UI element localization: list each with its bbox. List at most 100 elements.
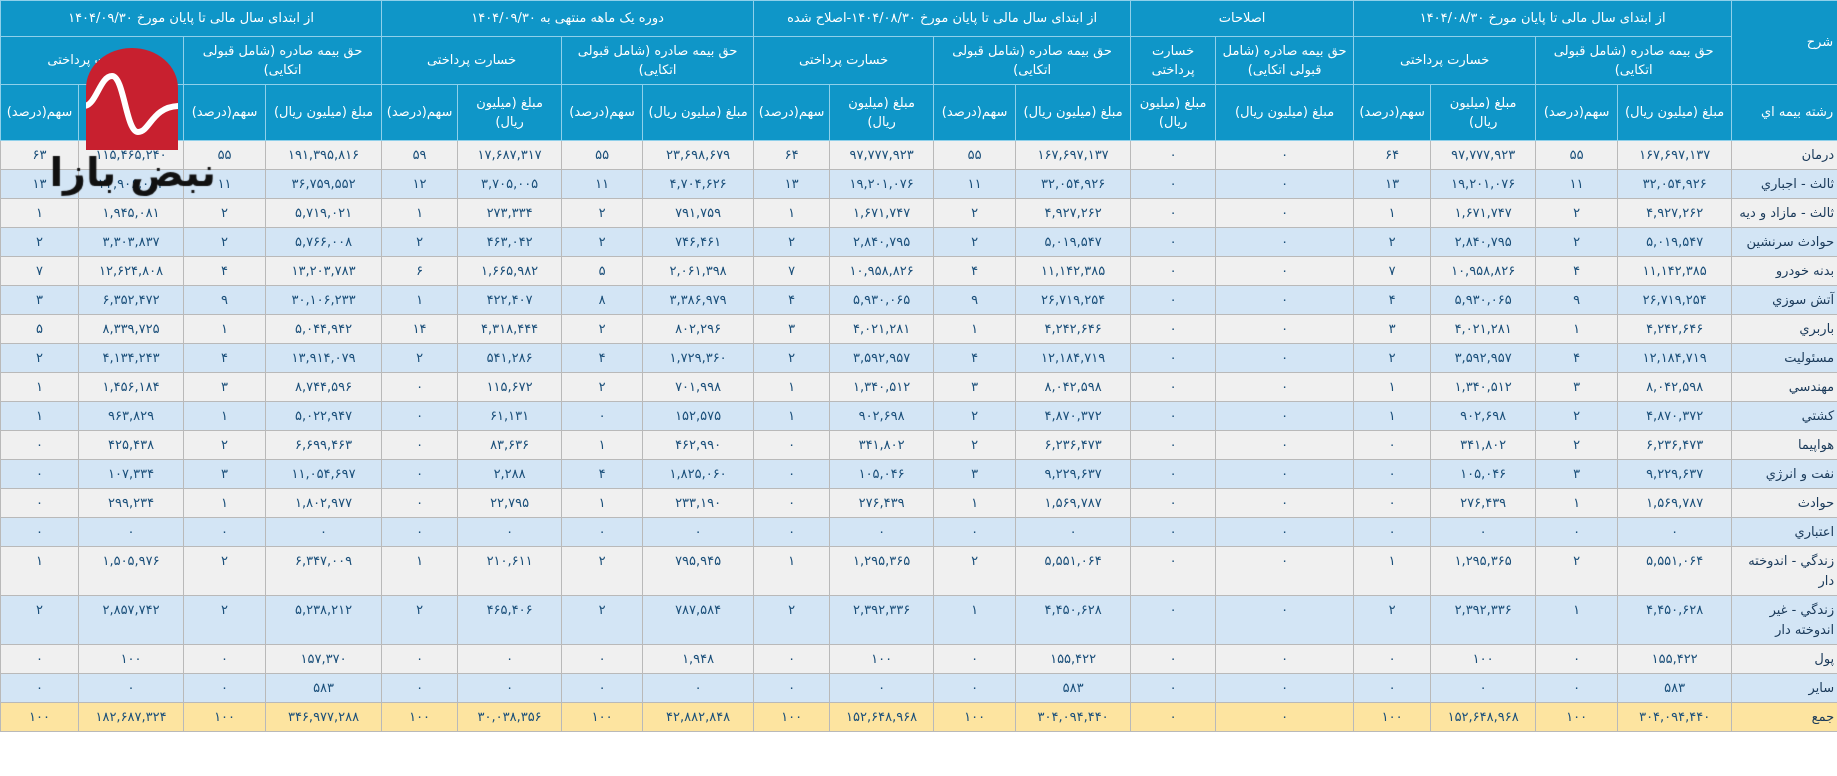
amount-cell: ۸۰۲,۲۹۶ [642,314,755,344]
share-cell: ۵۵ [933,140,1017,170]
amount-cell: ۰ [457,644,563,674]
share-cell: ۲ [381,343,459,373]
amount-cell: ۱۱,۱۴۲,۳۸۵ [1015,256,1132,286]
share-cell: ۱ [1535,488,1619,518]
table-row: باربري ۴,۲۴۲,۶۴۶ ۱ ۴,۰۲۱,۲۸۱ ۳ ۰ ۰ ۴,۲۴۲,۶۴۶ ۱ ۴,… [0,314,1837,344]
amount-column-header: مبلغ (میلیون ریال) [1430,84,1537,141]
amount-cell: ۹۷,۷۷۷,۹۲۳ [1430,140,1537,170]
share-cell: ۱ [1353,546,1432,596]
amount-cell: ۰ [642,673,755,703]
share-cell: ۷ [0,256,80,286]
share-cell: ۰ [183,673,267,703]
share-cell: ۱ [1535,314,1619,344]
amount-cell: ۲۷۶,۴۳۹ [1430,488,1537,518]
amount-cell: ۰ [1130,256,1217,286]
amount-cell: ۰ [1130,198,1217,228]
group-header: از ابتدای سال مالی تا پایان مورخ ۱۴۰۴/۰۹… [0,0,383,37]
share-column-header: سهم(درصد) [381,84,459,141]
amount-cell: ۰ [1215,285,1355,315]
share-cell: ۱۳ [1353,169,1432,199]
amount-cell: ۰ [1130,595,1217,645]
loss-subheader: خسارت پرداختی [1353,36,1537,85]
amount-cell: ۰ [1215,595,1355,645]
amount-cell: ۲۳,۶۹۸,۶۷۹ [642,140,755,170]
amount-cell: ۳۲,۰۵۴,۹۲۶ [1015,169,1132,199]
share-cell: ۲ [1535,430,1619,460]
share-cell: ۹ [933,285,1017,315]
row-label: مهندسي [1731,372,1837,402]
share-cell: ۰ [381,459,459,489]
amount-cell: ۸,۷۴۴,۵۹۶ [265,372,383,402]
share-cell: ۶ [381,256,459,286]
share-cell: ۰ [561,644,644,674]
row-label: حوادث سرنشين [1731,227,1837,257]
amount-cell: ۱۲,۱۸۴,۷۱۹ [1617,343,1733,373]
share-cell: ۱۰۰ [933,702,1017,732]
share-cell: ۰ [0,488,80,518]
share-cell: ۲ [1535,198,1619,228]
share-cell: ۰ [381,430,459,460]
amount-cell: ۵,۰۴۴,۹۴۲ [265,314,383,344]
share-cell: ۱ [1353,198,1432,228]
share-cell: ۴ [933,343,1017,373]
amount-cell: ۲۳۳,۱۹۰ [642,488,755,518]
share-cell: ۰ [933,644,1017,674]
row-label: زندگي - اندوخته دار [1731,546,1837,596]
share-column-header: سهم(درصد) [1535,84,1619,141]
amount-cell: ۵۸۳ [1015,673,1132,703]
amount-cell: ۸,۳۳۹,۷۲۵ [78,314,185,344]
share-cell: ۲ [183,595,267,645]
share-cell: ۱ [1535,595,1619,645]
share-cell: ۲ [561,227,644,257]
amount-cell: ۲,۳۹۲,۳۳۶ [829,595,935,645]
amount-cell: ۱۰,۹۵۸,۸۲۶ [1430,256,1537,286]
loss-subheader: خسارت پرداختی [381,36,563,85]
amount-cell: ۰ [1215,430,1355,460]
premium-subheader: حق بیمه صادره (شامل قبولی اتکایی) [561,36,755,85]
share-cell: ۲ [381,595,459,645]
amount-cell: ۱۲,۱۸۴,۷۱۹ [1015,343,1132,373]
share-cell: ۰ [1353,517,1432,547]
group-header: از ابتدای سال مالی تا پایان مورخ ۱۴۰۴/۰۸… [753,0,1132,37]
amount-cell: ۳۰,۰۳۸,۳۵۶ [457,702,563,732]
amount-cell: ۱,۲۹۵,۳۶۵ [1430,546,1537,596]
share-cell: ۰ [0,430,80,460]
share-cell: ۱ [381,285,459,315]
amount-cell: ۵۸۳ [1617,673,1733,703]
share-cell: ۱ [561,488,644,518]
amount-cell: ۱۹,۲۰۱,۰۷۶ [1430,169,1537,199]
amount-cell: ۱۵۷,۳۷۰ [265,644,383,674]
amount-cell: ۴,۴۵۰,۶۲۸ [1617,595,1733,645]
share-cell: ۱ [933,595,1017,645]
amount-cell: ۷۴۶,۴۶۱ [642,227,755,257]
amount-cell: ۱۵۵,۴۲۲ [1617,644,1733,674]
amount-cell: ۱۳,۲۰۳,۷۸۳ [265,256,383,286]
row-label: مسئوليت [1731,343,1837,373]
share-cell: ۲ [183,227,267,257]
share-cell: ۱۰۰ [1535,702,1619,732]
amount-cell: ۰ [1130,314,1217,344]
amount-cell: ۳,۳۸۶,۹۷۹ [642,285,755,315]
amount-column-header: مبلغ (میلیون ریال) [1215,84,1355,141]
amount-cell: ۷۹۱,۷۵۹ [642,198,755,228]
share-cell: ۷ [753,256,831,286]
row-label: ثالث - اجباري [1731,169,1837,199]
amount-cell: ۱,۸۰۲,۹۷۷ [265,488,383,518]
share-cell: ۲ [1353,343,1432,373]
share-cell: ۹ [183,285,267,315]
share-cell: ۱۰۰ [0,702,80,732]
amount-cell: ۰ [829,517,935,547]
amount-cell: ۰ [1130,140,1217,170]
amount-cell: ۲,۸۴۰,۷۹۵ [829,227,935,257]
share-cell: ۱۳ [0,169,80,199]
amount-cell: ۱,۵۶۹,۷۸۷ [1617,488,1733,518]
row-label: پول [1731,644,1837,674]
amount-cell: ۲۲,۹۰۶,۰۸۱ [78,169,185,199]
share-cell: ۳ [183,372,267,402]
share-cell: ۲ [561,595,644,645]
table-row: مهندسي ۸,۰۴۲,۵۹۸ ۳ ۱,۳۴۰,۵۱۲ ۱ ۰ ۰ ۸,۰۴۲,۵۹۸ ۳ ۱,… [0,372,1837,402]
share-cell: ۰ [561,401,644,431]
share-cell: ۳ [1353,314,1432,344]
amount-cell: ۲۹۹,۲۳۴ [78,488,185,518]
amount-cell: ۳,۵۹۲,۹۵۷ [829,343,935,373]
